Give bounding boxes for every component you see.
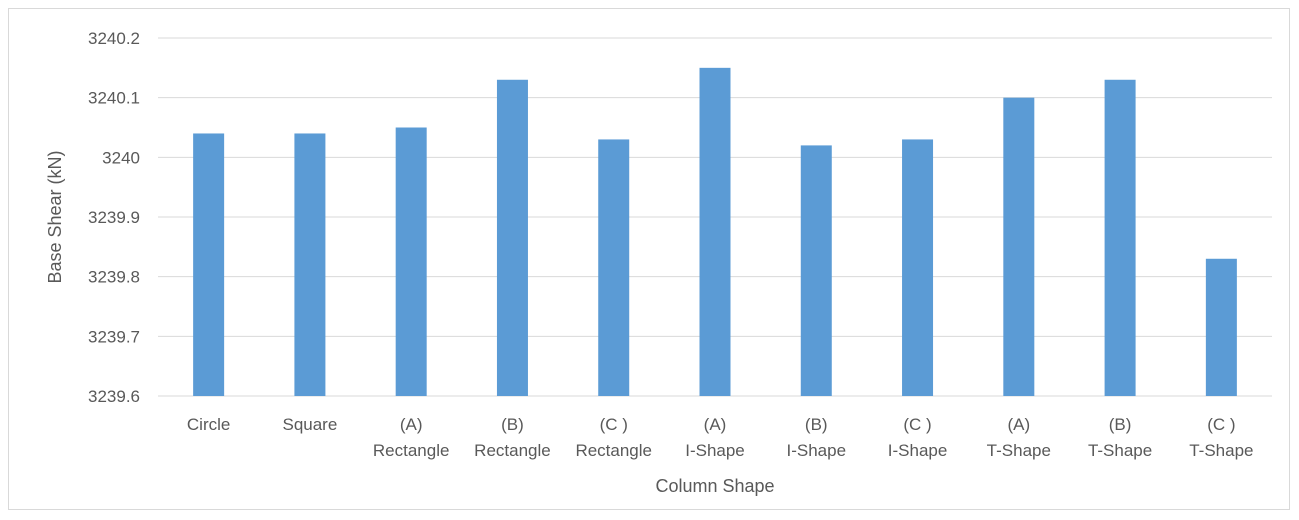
x-tick-label: (A) T-Shape xyxy=(987,415,1051,460)
bar xyxy=(294,133,326,396)
bar xyxy=(193,133,225,396)
x-tick-label: (B) T-Shape xyxy=(1088,415,1152,460)
bar xyxy=(902,139,934,396)
y-tick-labels: 3239.6 3239.7 3239.8 3239.9 3240 3240.1 3240.2 xyxy=(88,29,140,406)
bar xyxy=(1104,79,1136,397)
x-tick-label: (B) I-Shape xyxy=(786,415,846,460)
bar xyxy=(496,79,528,397)
y-tick-label: 3240.2 xyxy=(88,29,140,48)
bar xyxy=(800,145,832,396)
y-tick-label: 3239.8 xyxy=(88,268,140,287)
x-tick-labels: Circle Square (A) Rectangle (B) Rectangle (C )… xyxy=(187,415,1254,460)
bars xyxy=(193,67,1237,397)
y-axis-title: Base Shear (kN) xyxy=(45,150,65,283)
bar xyxy=(1205,258,1237,396)
x-tick-label: (C ) Rectangle xyxy=(575,415,652,460)
x-tick-label: (B) Rectangle xyxy=(474,415,551,460)
x-tick-label: (A) I-Shape xyxy=(685,415,745,460)
bar xyxy=(598,139,630,396)
x-axis-title: Column Shape xyxy=(655,476,774,496)
x-tick-label: (A) Rectangle xyxy=(373,415,450,460)
x-tick-label: (C ) I-Shape xyxy=(888,415,948,460)
y-tick-label: 3239.9 xyxy=(88,208,140,227)
x-tick-label: Square xyxy=(282,415,337,434)
y-tick-label: 3239.7 xyxy=(88,327,140,346)
y-tick-label: 3240.1 xyxy=(88,89,140,108)
x-tick-label: (C ) T-Shape xyxy=(1189,415,1253,460)
y-tick-label: 3240 xyxy=(102,148,140,167)
x-tick-label: Circle xyxy=(187,415,230,434)
y-tick-label: 3239.6 xyxy=(88,387,140,406)
bar xyxy=(395,127,427,396)
bar xyxy=(699,67,731,396)
bar xyxy=(1003,97,1035,397)
